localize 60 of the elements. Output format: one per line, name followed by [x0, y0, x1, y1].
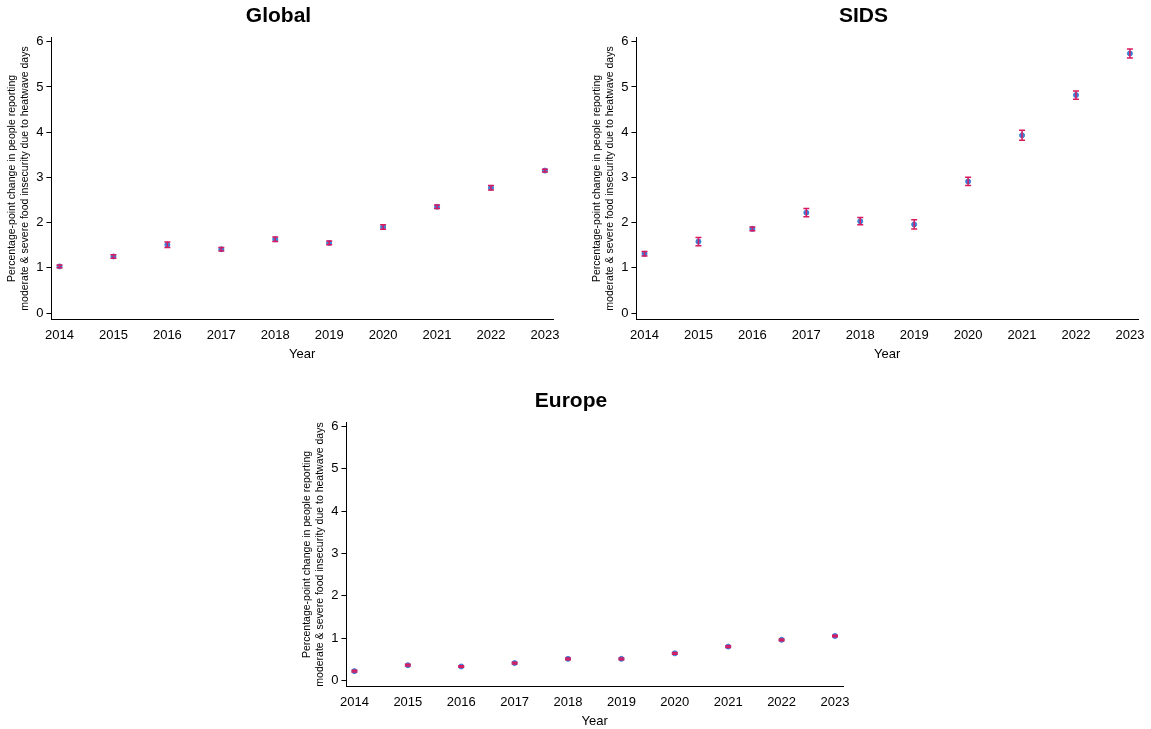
y-tick-label: 0	[331, 672, 339, 688]
x-tick-label: 2014	[45, 327, 74, 343]
x-tick-label: 2020	[660, 694, 690, 710]
x-tick-label: 2018	[553, 694, 583, 710]
x-tick-label: 2020	[368, 327, 398, 343]
y-tick-label: 4	[331, 502, 339, 518]
y-tick-label: 4	[621, 123, 629, 139]
y-axis-title: Percentage-point change in people reporting moderate & severe food insecurity due to heatwave days	[590, 46, 615, 311]
x-tick-label: 2019	[899, 327, 929, 343]
y-tick-label: 5	[331, 460, 339, 476]
x-tick-label: 2022	[476, 327, 506, 343]
x-tick-label: 2014	[630, 327, 659, 343]
x-tick-label: 2022	[767, 694, 797, 710]
y-tick-label: 6	[331, 418, 339, 434]
x-tick-label: 2017	[206, 327, 236, 343]
x-axis-title: Year	[874, 345, 902, 361]
chart-title: SIDS	[838, 3, 889, 27]
y-tick-label: 1	[36, 259, 44, 275]
y-tick-label: 6	[621, 33, 629, 49]
y-axis-title: Percentage-point change in people reporting moderate & severe food insecurity due to heatwave days	[300, 422, 325, 687]
x-tick-label: 2016	[446, 694, 476, 710]
chart-title: Global	[245, 3, 312, 27]
y-tick-label: 1	[331, 629, 339, 645]
y-tick-label: 5	[621, 78, 629, 94]
x-tick-label: 2015	[683, 327, 713, 343]
y-tick-label: 0	[36, 304, 44, 320]
x-tick-label: 2019	[606, 694, 636, 710]
y-tick-label: 4	[36, 123, 44, 139]
y-tick-label: 3	[331, 545, 339, 561]
y-tick-label: 3	[621, 168, 629, 184]
y-tick-label: 2	[36, 214, 44, 230]
y-tick-label: 2	[331, 587, 339, 603]
y-tick-label: 1	[621, 259, 629, 275]
y-tick-label: 2	[621, 214, 629, 230]
x-tick-label: 2020	[953, 327, 983, 343]
x-tick-label: 2021	[713, 694, 743, 710]
x-tick-label: 2021	[422, 327, 452, 343]
y-tick-label: 5	[36, 78, 44, 94]
x-tick-label: 2017	[791, 327, 821, 343]
x-tick-label: 2015	[393, 694, 423, 710]
x-tick-label: 2021	[1007, 327, 1037, 343]
x-tick-label: 2014	[339, 694, 369, 710]
x-axis-title: Year	[289, 345, 317, 361]
x-axis-title: Year	[581, 712, 609, 728]
x-tick-label: 2023	[820, 694, 850, 710]
y-axis-title: Percentage-point change in people reporting moderate & severe food insecurity due to heatwave days	[5, 46, 30, 311]
x-tick-label: 2023	[1115, 327, 1145, 343]
x-tick-label: 2023	[530, 327, 560, 343]
x-tick-label: 2017	[500, 694, 530, 710]
x-tick-label: 2015	[98, 327, 128, 343]
x-tick-label: 2018	[260, 327, 290, 343]
x-tick-label: 2022	[1061, 327, 1091, 343]
y-tick-label: 3	[36, 168, 44, 184]
chart-title: Europe	[534, 388, 608, 412]
x-tick-label: 2016	[152, 327, 182, 343]
y-tick-label: 6	[36, 33, 44, 49]
x-tick-label: 2016	[737, 327, 767, 343]
x-tick-label: 2019	[314, 327, 344, 343]
x-tick-label: 2018	[845, 327, 875, 343]
y-tick-label: 0	[621, 304, 629, 320]
